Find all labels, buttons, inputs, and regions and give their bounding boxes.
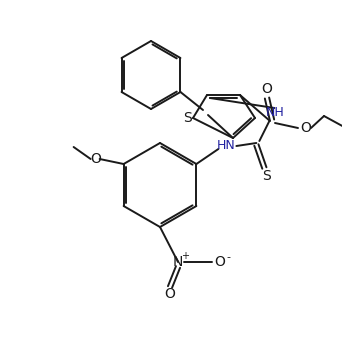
Text: +: +	[181, 251, 189, 261]
Text: -: -	[226, 252, 230, 262]
Text: O: O	[214, 255, 225, 269]
Text: O: O	[165, 287, 175, 301]
Text: HN: HN	[217, 140, 236, 153]
Text: O: O	[262, 82, 273, 96]
Text: N: N	[173, 255, 183, 269]
Text: O: O	[301, 121, 312, 135]
Text: NH: NH	[266, 106, 285, 119]
Text: S: S	[262, 169, 271, 183]
Text: O: O	[90, 152, 101, 166]
Text: S: S	[183, 111, 192, 125]
